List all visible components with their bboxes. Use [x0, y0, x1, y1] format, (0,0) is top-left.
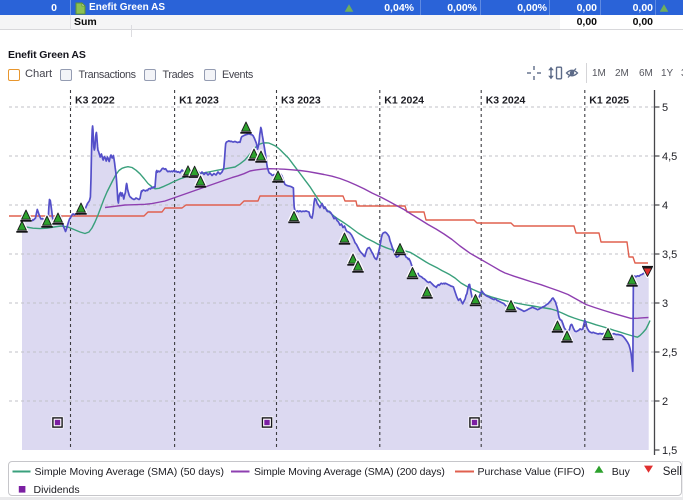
svg-text:3,5: 3,5 [662, 249, 677, 261]
svg-text:K3 2022: K3 2022 [75, 95, 115, 107]
svg-text:5: 5 [662, 102, 668, 114]
svg-text:4: 4 [662, 200, 668, 212]
svg-text:K3 2024: K3 2024 [486, 95, 526, 107]
svg-text:2,5: 2,5 [662, 347, 677, 359]
svg-text:K1 2025: K1 2025 [589, 95, 629, 107]
svg-text:1,5: 1,5 [662, 445, 677, 457]
svg-text:2: 2 [662, 396, 668, 408]
svg-text:K1 2023: K1 2023 [179, 95, 219, 107]
svg-text:4,5: 4,5 [662, 151, 677, 163]
svg-text:K3 2023: K3 2023 [281, 95, 321, 107]
svg-text:3: 3 [662, 298, 668, 310]
svg-text:K1 2024: K1 2024 [384, 95, 424, 107]
